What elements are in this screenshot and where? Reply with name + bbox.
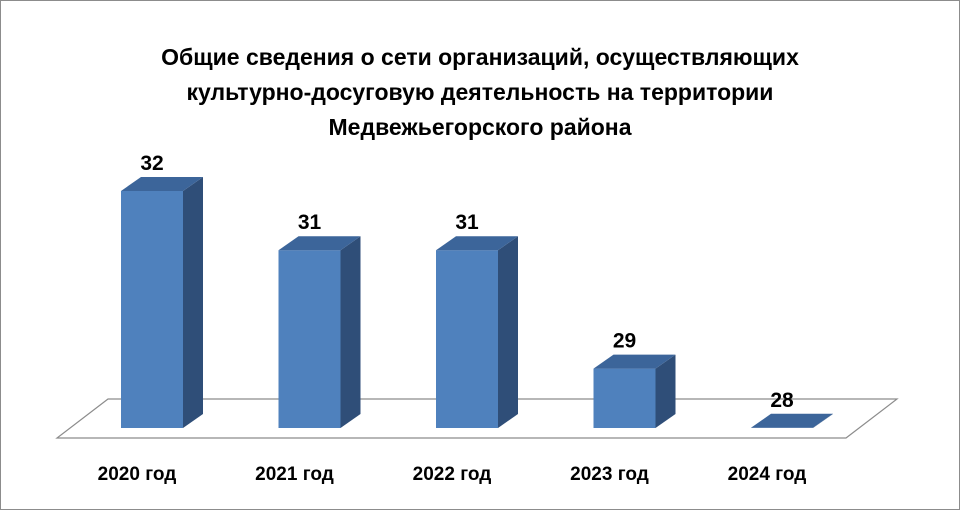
bars-layer [121,177,833,428]
category-label-1: 2020 год [98,464,177,485]
data-labels-layer: 32 31 31 29 28 [140,152,794,412]
bar-3 [436,236,518,428]
category-labels-layer: 2020 год 2021 год 2022 год 2023 год 2024 год [98,464,807,485]
bar-5 [751,413,833,428]
category-label-2: 2021 год [255,464,334,485]
bar-side-4 [655,354,676,428]
bar-top-2 [278,236,361,251]
bar-top-3 [436,236,518,251]
bar-1 [121,177,203,428]
category-label-4: 2023 год [570,464,649,485]
bar-top-4 [593,354,676,369]
bar-side-1 [183,177,203,428]
bar-front-3 [436,250,498,428]
bar-front-4 [593,368,656,428]
chart-title-line-1: Общие сведения о сети организаций, осуще… [161,44,799,70]
bar-top-5 [751,413,833,428]
data-label-5: 28 [770,389,794,412]
bar-front-2 [278,250,341,428]
chart-title-line-3: Медвежьегорского района [328,114,632,140]
data-label-4: 29 [613,330,636,353]
bar-2 [278,236,361,428]
chart-title: Общие сведения о сети организаций, осуще… [80,40,880,145]
data-label-2: 31 [298,211,322,234]
bar-side-3 [498,236,518,428]
category-label-3: 2022 год [413,464,492,485]
bar-front-1 [121,191,183,428]
category-label-5: 2024 год [728,464,807,485]
bar-side-2 [340,236,361,428]
data-label-3: 31 [455,211,479,234]
chart-title-line-2: культурно-досуговую деятельность на терр… [186,79,774,105]
bar-4 [593,354,676,428]
data-label-1: 32 [140,152,163,175]
bar-top-1 [121,177,203,191]
bar-side-5 [813,413,833,428]
